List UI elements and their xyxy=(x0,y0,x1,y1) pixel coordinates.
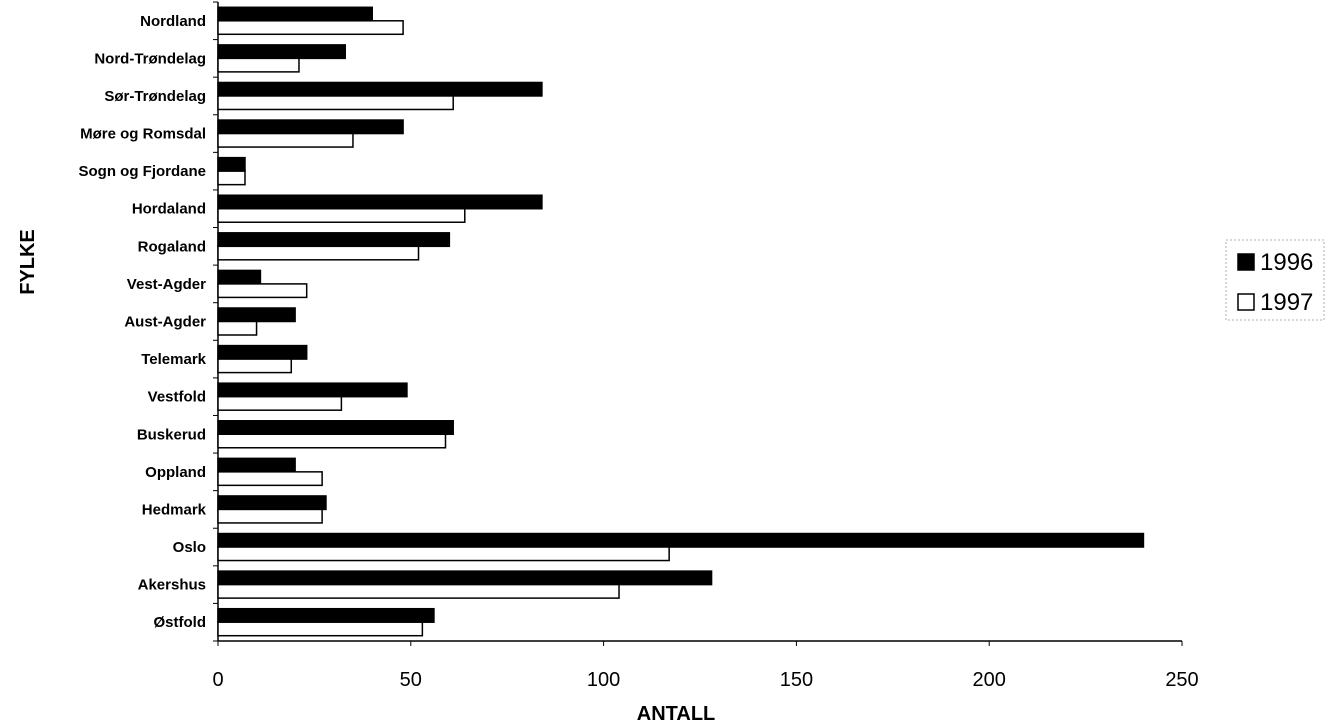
legend: 1996 1997 xyxy=(1225,239,1325,321)
legend-swatch xyxy=(1237,293,1255,311)
bar-1997 xyxy=(217,170,246,186)
bar-1997 xyxy=(217,621,424,637)
x-tick-label: 100 xyxy=(587,669,620,691)
bar-1997 xyxy=(217,320,258,336)
y-axis-title: FYLKE xyxy=(17,229,39,295)
bar-1997 xyxy=(217,471,323,487)
category-label: Telemark xyxy=(141,351,206,368)
bar-1997 xyxy=(217,95,454,111)
bar-1997 xyxy=(217,395,343,411)
bar-1996 xyxy=(217,570,713,586)
bar-1997 xyxy=(217,283,308,299)
category-label: Nordland xyxy=(140,13,206,30)
category-label: Rogaland xyxy=(138,238,206,255)
category-label: Vestfold xyxy=(148,389,206,406)
bar-1997 xyxy=(217,433,447,449)
legend-label: 1997 xyxy=(1260,289,1313,316)
bar-1997 xyxy=(217,207,466,223)
category-label: Hordaland xyxy=(132,201,206,218)
x-tick-label: 200 xyxy=(973,669,1006,691)
category-label: Nord-Trøndelag xyxy=(94,50,206,67)
legend-label: 1996 xyxy=(1260,249,1313,276)
legend-swatch xyxy=(1237,253,1255,271)
bar-1997 xyxy=(217,132,354,148)
bar-1996 xyxy=(217,607,435,623)
category-label: Møre og Romsdal xyxy=(80,126,206,143)
category-label: Sogn og Fjordane xyxy=(79,163,207,180)
bar-1996 xyxy=(217,194,543,210)
bar-1997 xyxy=(217,508,323,524)
bar-1997 xyxy=(217,245,420,261)
category-label: Oppland xyxy=(145,464,206,481)
bar-1996 xyxy=(217,156,246,172)
bar-1996 xyxy=(217,532,1145,548)
x-axis-title: ANTALL xyxy=(637,703,716,724)
bar-1996 xyxy=(217,457,296,473)
bar-1996 xyxy=(217,232,451,248)
category-label: Vest-Agder xyxy=(127,276,206,293)
category-label: Akershus xyxy=(138,577,206,594)
category-label: Aust-Agder xyxy=(124,314,206,331)
category-label: Østfold xyxy=(154,614,207,631)
bar-1996 xyxy=(217,6,373,22)
category-label: Oslo xyxy=(173,539,206,556)
bar-1997 xyxy=(217,583,620,599)
bar-1996 xyxy=(217,344,308,360)
bar-1996 xyxy=(217,495,327,511)
bar-1996 xyxy=(217,307,296,323)
x-axis-ticks: 0 50 100 150 200 250 xyxy=(212,641,1199,691)
category-label: Hedmark xyxy=(142,501,207,518)
x-tick-label: 0 xyxy=(212,669,223,691)
bar-1997 xyxy=(217,546,670,562)
plot-area xyxy=(213,1,1182,642)
x-tick-label: 250 xyxy=(1165,669,1198,691)
bar-1996 xyxy=(217,382,408,398)
bar-1996 xyxy=(217,81,543,97)
x-tick-label: 50 xyxy=(400,669,422,691)
category-labels: Nordland Nord-Trøndelag Sør-Trøndelag Møre … xyxy=(79,13,207,631)
category-label: Sør-Trøndelag xyxy=(104,88,206,105)
bar-1996 xyxy=(217,420,454,436)
bar-1996 xyxy=(217,119,404,135)
bar-1997 xyxy=(217,20,404,36)
bar-1997 xyxy=(217,358,293,374)
bar-1996 xyxy=(217,44,346,60)
bar-1997 xyxy=(217,57,300,73)
category-label: Buskerud xyxy=(137,426,206,443)
bar-1996 xyxy=(217,269,262,285)
x-tick-label: 150 xyxy=(780,669,813,691)
